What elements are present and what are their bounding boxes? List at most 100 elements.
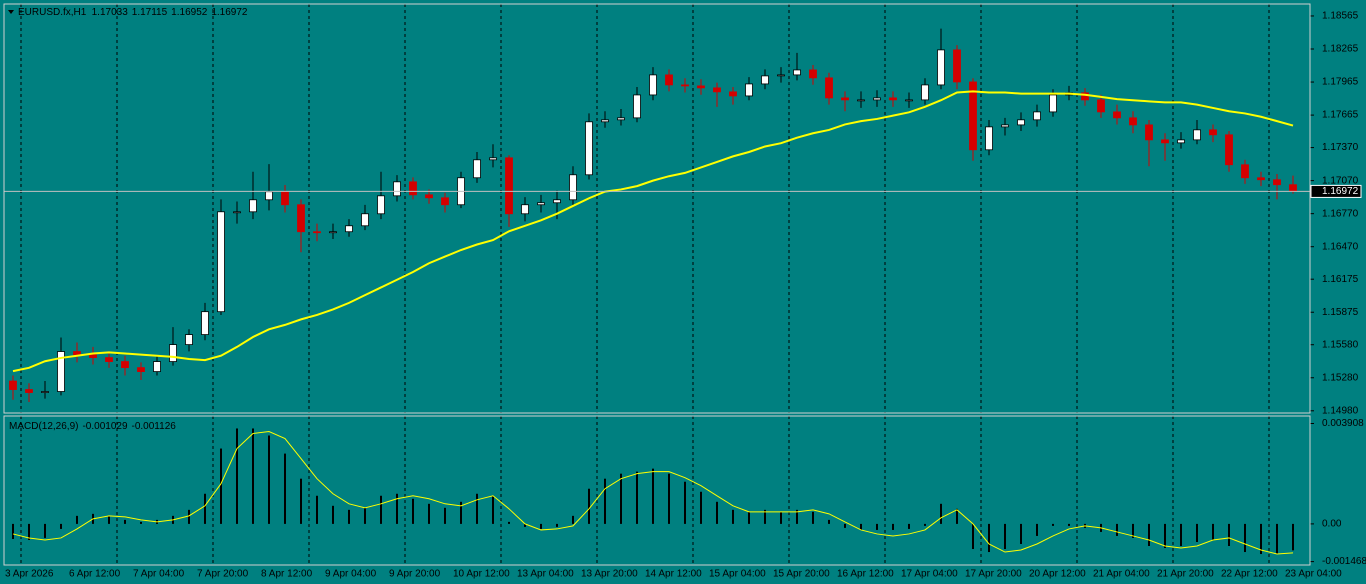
y-tick-label: 1.17965 — [1322, 77, 1359, 88]
candle-body — [617, 117, 625, 121]
candle-body — [681, 84, 689, 87]
candle-body — [553, 199, 561, 204]
macd-pane — [12, 416, 1294, 565]
candle-body — [569, 174, 577, 201]
candle-body — [745, 83, 753, 97]
candle-body — [761, 75, 769, 85]
last-macd: -0.001029 — [82, 421, 127, 432]
candle-body — [505, 157, 513, 215]
candle-body — [697, 85, 705, 89]
candle-body — [377, 195, 385, 215]
x-tick-label: 7 Apr 20:00 — [197, 569, 249, 580]
x-tick-label: 3 Apr 2026 — [5, 569, 54, 580]
y-tick-label: 1.16175 — [1322, 274, 1359, 285]
x-tick-label: 10 Apr 12:00 — [453, 569, 510, 580]
candle-body — [841, 97, 849, 101]
last-close: 1.16972 — [211, 7, 248, 18]
last-low: 1.16952 — [171, 7, 208, 18]
y-tick-label: 1.17070 — [1322, 175, 1359, 186]
candle-body — [361, 213, 369, 227]
candle-body — [1177, 139, 1185, 144]
candle-body — [937, 49, 945, 86]
candle-body — [601, 119, 609, 123]
candle-body — [217, 211, 225, 313]
candle-body — [121, 361, 129, 369]
price-label: 1.16972 — [1322, 186, 1359, 197]
candle-body — [585, 121, 593, 176]
y-tick-label: 1.15280 — [1322, 372, 1359, 383]
candle-body — [1097, 99, 1105, 113]
x-tick-label: 20 Apr 12:00 — [1029, 569, 1086, 580]
candle-body — [425, 194, 433, 199]
candle-body — [1113, 111, 1121, 119]
candle-body — [201, 311, 209, 335]
x-tick-label: 23 Apr 04:00 — [1285, 569, 1342, 580]
candle-body — [825, 77, 833, 99]
price-frame — [3, 3, 1311, 414]
y-tick-label: 0.003908 — [1322, 418, 1364, 429]
candle-body — [473, 159, 481, 179]
y-tick-label: 1.14980 — [1322, 405, 1359, 416]
last-open: 1.17033 — [92, 7, 129, 18]
signal-line — [12, 430, 1294, 555]
candle-body — [489, 157, 497, 161]
y-tick-label: 1.17665 — [1322, 110, 1359, 121]
candle-body — [345, 225, 353, 233]
candle-body — [537, 202, 545, 206]
axes: 1.16972 3 Apr 2026 6 Apr 12:00 7 Apr 04:00 7… — [5, 11, 1366, 580]
candle-body — [777, 74, 785, 77]
candle-body — [9, 380, 17, 390]
candle-body — [1001, 124, 1009, 128]
candle-body — [953, 49, 961, 83]
candle-body — [137, 367, 145, 372]
candle-body — [665, 74, 673, 86]
y-tick-label: 1.16770 — [1322, 208, 1359, 219]
macd-header: MACD(12,26,9) -0.001029 -0.001126 — [9, 421, 176, 432]
price-label-box — [1310, 184, 1362, 198]
y-tick-label: 1.18565 — [1322, 11, 1359, 22]
candle-body — [233, 211, 241, 214]
candle-body — [889, 97, 897, 101]
macd-frame — [3, 415, 1311, 566]
last-signal: -0.001126 — [132, 421, 177, 432]
candle-body — [985, 126, 993, 151]
candle-body — [281, 191, 289, 206]
menu-arrow[interactable] — [8, 10, 14, 14]
candle-body — [633, 94, 641, 119]
candle-body — [1161, 139, 1169, 144]
candle-body — [73, 351, 81, 356]
candle-body — [713, 87, 721, 93]
y-tick-label: -0.001468 — [1322, 556, 1366, 567]
candle-body — [1033, 111, 1041, 121]
y-tick-label: 1.18265 — [1322, 44, 1359, 55]
candle-body — [105, 357, 113, 362]
candle-body — [57, 351, 65, 392]
x-tick-label: 13 Apr 04:00 — [517, 569, 574, 580]
candle-body — [41, 391, 49, 393]
candle-body — [521, 204, 529, 215]
candle-body — [729, 91, 737, 97]
candle-body — [921, 84, 929, 101]
candle-body — [873, 97, 881, 101]
candle-body — [1129, 117, 1137, 126]
y-tick-label: 1.17370 — [1322, 142, 1359, 153]
x-tick-label: 17 Apr 04:00 — [901, 569, 958, 580]
candle-body — [1145, 124, 1153, 141]
candle-body — [857, 99, 865, 102]
price-pane — [4, 4, 1310, 413]
candle-body — [249, 199, 257, 213]
moving-average — [12, 90, 1294, 373]
candle-body — [1049, 94, 1057, 113]
candle-body — [393, 181, 401, 197]
x-tick-label: 13 Apr 20:00 — [581, 569, 638, 580]
candle-body — [1209, 129, 1217, 136]
candle-body — [1257, 177, 1265, 181]
y-tick-label: 1.15875 — [1322, 307, 1359, 318]
x-tick-label: 21 Apr 04:00 — [1093, 569, 1150, 580]
candle-body — [1081, 92, 1089, 101]
candle-body — [1241, 164, 1249, 179]
candle-body — [1273, 179, 1281, 186]
last-high: 1.17115 — [132, 7, 168, 18]
